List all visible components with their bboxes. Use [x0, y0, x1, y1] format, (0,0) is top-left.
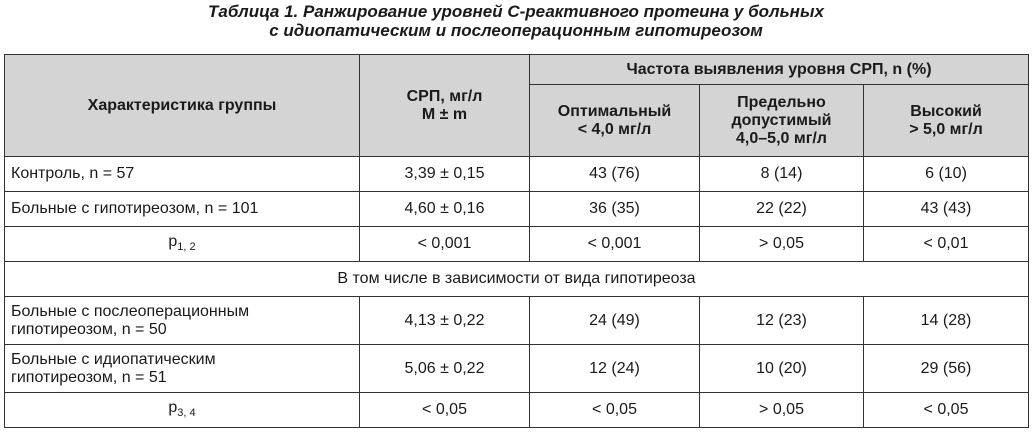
row-crp: 4,13 ± 0,22 — [359, 296, 530, 345]
row-crp: 3,39 ± 0,15 — [359, 156, 530, 192]
section-row: В том числе в зависимости от вида гипоти… — [4, 261, 1029, 297]
row-high: 14 (28) — [863, 296, 1029, 345]
row-group: Больные с идиопатическим гипотиреозом, n… — [4, 344, 360, 393]
row-optimal: 12 (24) — [529, 344, 700, 393]
row-borderline: 8 (14) — [699, 156, 864, 192]
row-high: 43 (43) — [863, 191, 1029, 227]
p-high: < 0,01 — [863, 226, 1029, 262]
p-borderline: > 0,05 — [699, 392, 864, 428]
p-optimal: < 0,05 — [529, 392, 700, 428]
row-crp: 4,60 ± 0,16 — [359, 191, 530, 227]
header-frequency: Частота выявления уровня СРП, n (%) — [529, 54, 1029, 85]
row-optimal: 43 (76) — [529, 156, 700, 192]
row-group: Больные с гипотиреозом, n = 101 — [4, 191, 360, 227]
p-subscript: 3, 4 — [177, 406, 196, 419]
p-label: p3, 4 — [4, 392, 360, 428]
row-borderline: 12 (23) — [699, 296, 864, 345]
p-optimal: < 0,001 — [529, 226, 700, 262]
title-line-1: Таблица 1. Ранжирование уровней С-реакти… — [208, 2, 824, 21]
header-high: Высокий > 5,0 мг/л — [863, 84, 1029, 157]
table-title: Таблица 1. Ранжирование уровней С-реакти… — [0, 2, 1032, 40]
title-line-2: с идиопатическим и послеоперационным гип… — [269, 21, 763, 40]
p-crp: < 0,05 — [359, 392, 530, 428]
crp-table: Характеристика группы СРП, мг/л M ± m Ча… — [4, 54, 1029, 428]
row-group: Контроль, n = 57 — [4, 156, 360, 192]
table-row: Больные с гипотиреозом, n = 101 4,60 ± 0… — [4, 191, 1029, 227]
p-crp: < 0,001 — [359, 226, 530, 262]
row-optimal: 24 (49) — [529, 296, 700, 345]
header-optimal: Оптимальный < 4,0 мг/л — [529, 84, 700, 157]
p-value-row-3-4: p3, 4 < 0,05 < 0,05 > 0,05 < 0,05 — [4, 392, 1029, 428]
p-high: < 0,05 — [863, 392, 1029, 428]
row-group: Больные с послеоперационным гипотиреозом… — [4, 296, 360, 345]
row-borderline: 22 (22) — [699, 191, 864, 227]
section-label: В том числе в зависимости от вида гипоти… — [4, 261, 1029, 297]
header-borderline: Предельно допустимый 4,0–5,0 мг/л — [699, 84, 864, 157]
row-optimal: 36 (35) — [529, 191, 700, 227]
table-row: Больные с идиопатическим гипотиреозом, n… — [4, 344, 1029, 393]
header-row-2: Оптимальный < 4,0 мг/л Предельно допусти… — [5, 84, 1029, 157]
row-high: 29 (56) — [863, 344, 1029, 393]
table-row: Больные с послеоперационным гипотиреозом… — [4, 296, 1029, 345]
header-group: Характеристика группы — [4, 54, 360, 157]
p-borderline: > 0,05 — [699, 226, 864, 262]
table-row: Контроль, n = 57 3,39 ± 0,15 43 (76) 8 (… — [4, 156, 1029, 192]
row-high: 6 (10) — [863, 156, 1029, 192]
row-crp: 5,06 ± 0,22 — [359, 344, 530, 393]
header-crp: СРП, мг/л M ± m — [359, 54, 530, 157]
p-subscript: 1, 2 — [177, 240, 196, 253]
p-value-row-1-2: p1, 2 < 0,001 < 0,001 > 0,05 < 0,01 — [4, 226, 1029, 262]
p-label: p1, 2 — [4, 226, 360, 262]
row-borderline: 10 (20) — [699, 344, 864, 393]
header-row-1: Характеристика группы СРП, мг/л M ± m Ча… — [4, 54, 1029, 157]
